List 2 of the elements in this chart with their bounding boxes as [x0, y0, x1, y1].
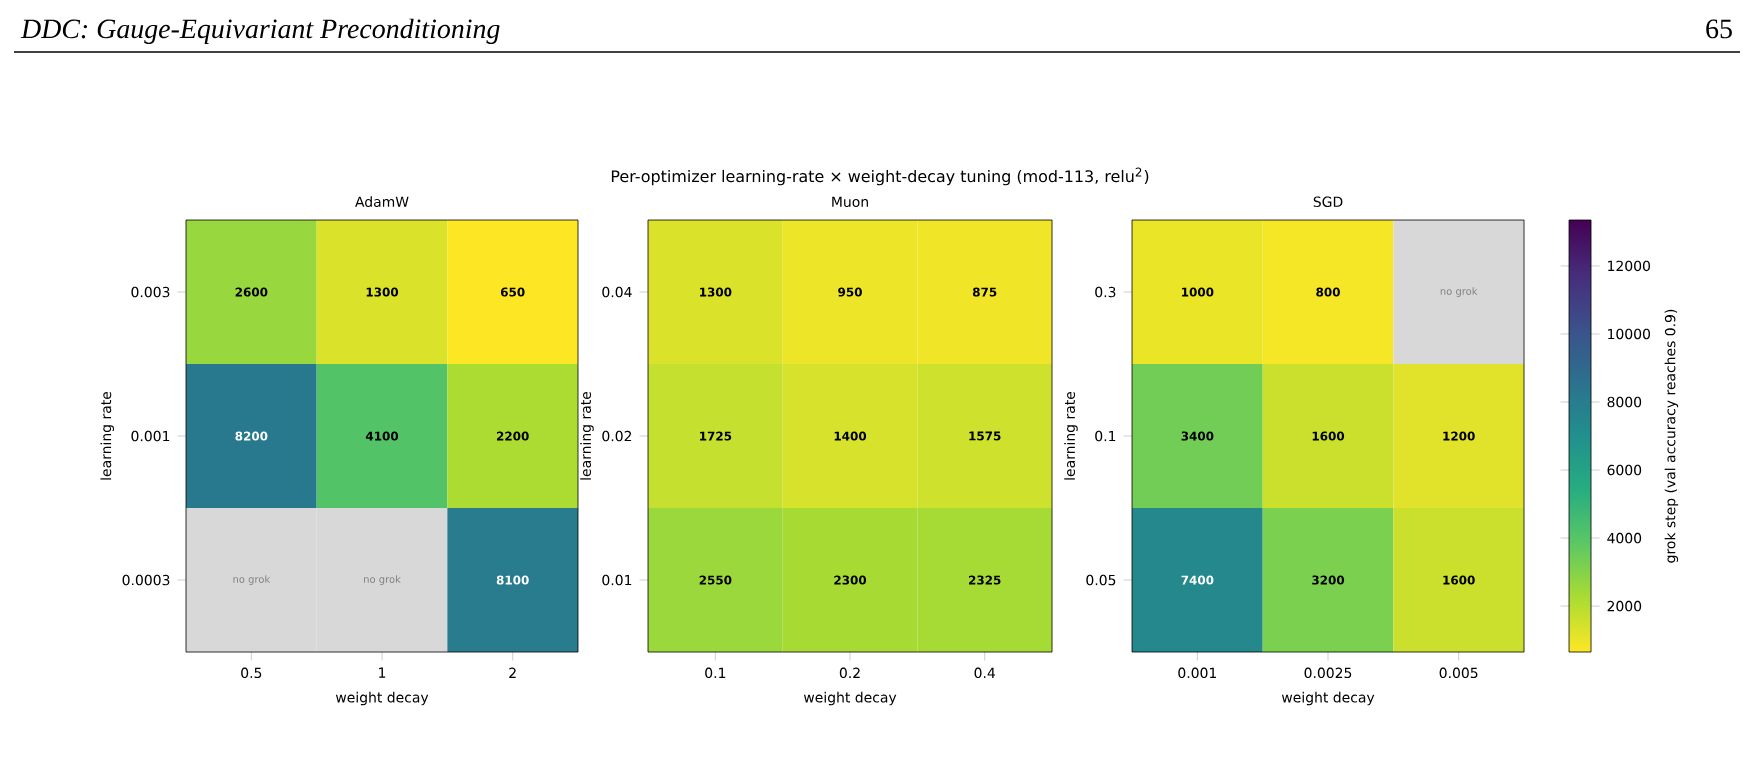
text: 65 — [1706, 19, 1732, 39]
text: DDC: Gauge-Equivariant Preconditioning — [20, 18, 500, 44]
